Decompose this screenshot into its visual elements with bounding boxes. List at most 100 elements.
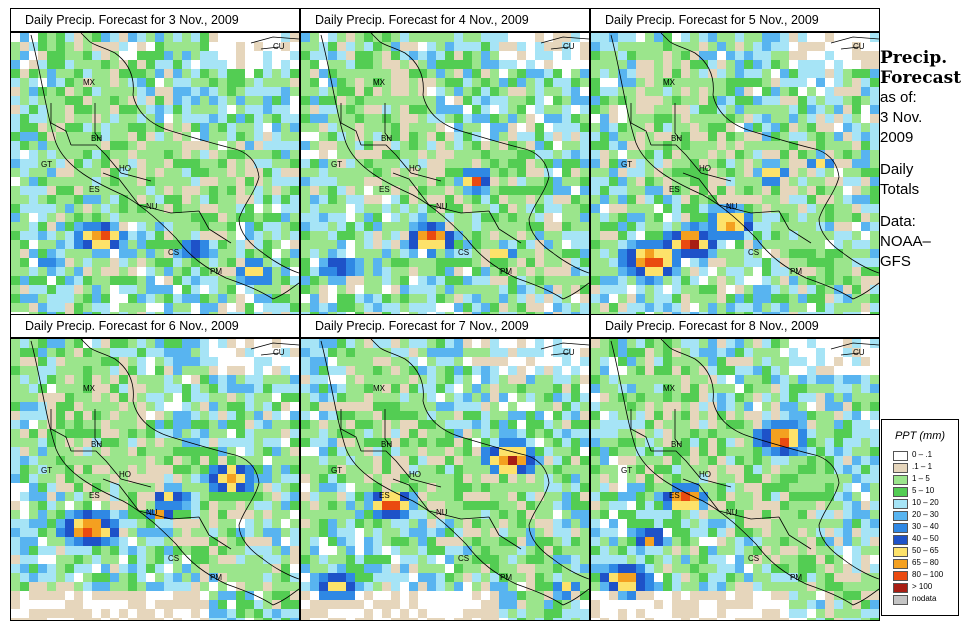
legend-label: > 100 [912, 582, 933, 591]
forecast-panel-2: Daily Precip. Forecast for 4 Nov., 2009 … [300, 8, 590, 315]
asof-label: as of: [880, 89, 917, 106]
data-label: Data: [880, 213, 916, 230]
coastline [320, 339, 589, 606]
country-label: GT [331, 466, 342, 475]
precip-map-svg: MX CU BH GT HO ES NU CS PM [301, 339, 589, 620]
precip-map: MX CU BH GT HO ES NU CS PM [10, 338, 300, 621]
legend-label: 1 – 5 [912, 474, 930, 483]
coastline [610, 339, 879, 606]
country-borders [50, 409, 232, 550]
legend-label: 80 – 100 [912, 570, 944, 579]
forecast-panel-1: Daily Precip. Forecast for 3 Nov., 2009 … [10, 8, 300, 315]
legend-label: 5 – 10 [912, 486, 935, 495]
cuba-coast [250, 36, 299, 50]
legend-label: .1 – 1 [912, 462, 933, 471]
country-label: CS [168, 554, 179, 563]
precip-grid [11, 339, 299, 620]
legend-label: nodata [912, 594, 937, 603]
country-label: ES [89, 491, 100, 500]
legend-swatch [893, 511, 908, 521]
precip-grid [591, 339, 879, 620]
precip-map: MX CU BH GT HO ES NU CS PM [300, 32, 590, 315]
country-label: CU [273, 348, 285, 357]
country-label: NU [436, 508, 448, 517]
legend-swatch [893, 571, 908, 581]
legend-label: 0 – .1 [912, 450, 933, 459]
sidebar-heading: Precip. [880, 48, 948, 68]
country-label: BH [671, 134, 682, 143]
legend-swatch [893, 583, 908, 593]
country-label: CS [168, 248, 179, 257]
country-label: NU [146, 202, 158, 211]
panel-title: Daily Precip. Forecast for 7 Nov., 2009 [300, 314, 590, 338]
country-label: ES [89, 185, 100, 194]
country-label: NU [726, 202, 738, 211]
legend-swatch [893, 523, 908, 533]
country-label: MX [373, 78, 386, 87]
country-label: PM [210, 267, 222, 276]
country-label: HO [119, 164, 131, 173]
legend-swatch [893, 463, 908, 473]
country-label: HO [699, 164, 711, 173]
panel-title: Daily Precip. Forecast for 3 Nov., 2009 [10, 8, 300, 32]
legend-swatch [893, 559, 908, 569]
forecast-panel-3: Daily Precip. Forecast for 5 Nov., 2009 … [590, 8, 880, 315]
country-label: GT [621, 466, 632, 475]
cuba-coast [540, 342, 589, 356]
country-label: HO [119, 470, 131, 479]
legend-swatch [893, 499, 908, 509]
precip-map-svg: MX CU BH GT HO ES NU CS PM [11, 33, 299, 314]
asof-date: 3 Nov. [880, 109, 923, 126]
legend-label: 40 – 50 [912, 534, 939, 543]
coastline [30, 339, 299, 606]
totals-label: Totals [880, 181, 920, 198]
country-label: CU [853, 42, 865, 51]
forecast-panel-6: Daily Precip. Forecast for 8 Nov., 2009 … [590, 314, 880, 621]
legend-swatch [893, 535, 908, 545]
precip-map-svg: MX CU BH GT HO ES NU CS PM [11, 339, 299, 620]
country-borders [50, 103, 232, 244]
panel-title: Daily Precip. Forecast for 4 Nov., 2009 [300, 8, 590, 32]
country-label: PM [790, 267, 802, 276]
country-label: BH [91, 440, 102, 449]
coastline [30, 33, 299, 300]
country-label: CU [853, 348, 865, 357]
panel-title: Daily Precip. Forecast for 6 Nov., 2009 [10, 314, 300, 338]
country-label: CU [273, 42, 285, 51]
asof-year: 2009 [880, 129, 914, 146]
panel-title: Daily Precip. Forecast for 8 Nov., 2009 [590, 314, 880, 338]
country-label: ES [669, 491, 680, 500]
country-label: BH [381, 134, 392, 143]
precip-map: MX CU BH GT HO ES NU CS PM [10, 32, 300, 315]
precip-grid [301, 339, 589, 620]
cuba-coast [830, 36, 879, 50]
legend-swatch [893, 595, 908, 605]
country-label: ES [379, 491, 390, 500]
country-label: CS [458, 248, 469, 257]
country-label: ES [379, 185, 390, 194]
country-label: PM [500, 267, 512, 276]
country-label: ES [669, 185, 680, 194]
country-label: CU [563, 42, 575, 51]
precip-map-svg: MX CU BH GT HO ES NU CS PM [591, 339, 879, 620]
country-label: NU [436, 202, 448, 211]
data-source: NOAA– [880, 233, 931, 250]
country-label: HO [409, 164, 421, 173]
country-label: BH [381, 440, 392, 449]
cuba-coast [830, 342, 879, 356]
data-source: GFS [880, 253, 911, 270]
country-label: GT [41, 160, 52, 169]
coastline [610, 33, 879, 300]
country-label: HO [699, 470, 711, 479]
precip-map: MX CU BH GT HO ES NU CS PM [590, 32, 880, 315]
legend-swatch [893, 451, 908, 461]
forecast-panel-4: Daily Precip. Forecast for 6 Nov., 2009 … [10, 314, 300, 621]
country-label: MX [663, 78, 676, 87]
country-label: CS [458, 554, 469, 563]
cuba-coast [540, 36, 589, 50]
ppt-legend: PPT (mm) 0 – .1 .1 – 1 1 – 5 5 – 10 10 – 20 2… [881, 419, 959, 616]
country-label: NU [146, 508, 158, 517]
cuba-coast [250, 342, 299, 356]
country-label: CS [748, 248, 759, 257]
country-label: BH [671, 440, 682, 449]
